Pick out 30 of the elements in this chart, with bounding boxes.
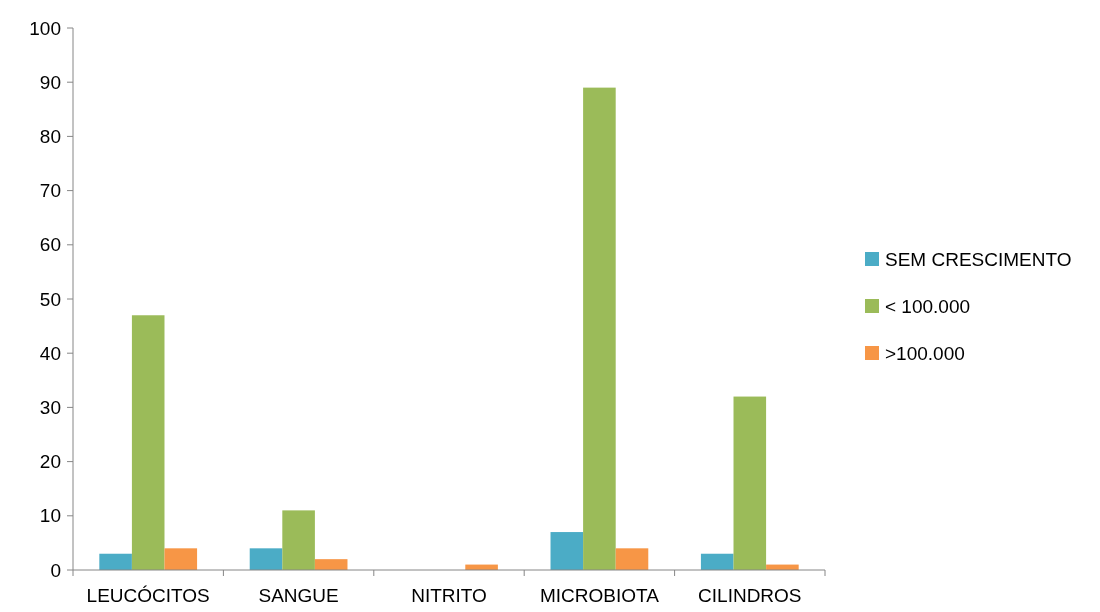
y-tick-label: 40 xyxy=(39,342,61,364)
y-tick-label: 30 xyxy=(39,397,61,419)
x-tick-label: SANGUE xyxy=(258,585,339,606)
bar xyxy=(615,548,649,570)
bar xyxy=(282,510,315,570)
bar xyxy=(99,553,132,570)
y-tick-label: 80 xyxy=(39,126,61,148)
legend-label: < 100.000 xyxy=(885,295,971,317)
y-tick-label: 50 xyxy=(39,288,61,310)
bar xyxy=(249,548,283,570)
y-tick-label: 70 xyxy=(39,180,61,202)
bar xyxy=(583,87,616,570)
x-tick-label: CILINDROS xyxy=(698,585,802,606)
y-tick-label: 100 xyxy=(29,17,61,39)
x-tick-label: MICROBIOTA xyxy=(539,585,660,606)
legend-label: >100.000 xyxy=(885,342,965,364)
bar xyxy=(314,559,348,570)
bar xyxy=(550,532,584,570)
x-tick-label: LEUCÓCITOS xyxy=(86,585,210,606)
y-tick-label: 10 xyxy=(39,505,61,527)
y-tick-label: 60 xyxy=(39,234,61,256)
y-tick-label: 90 xyxy=(39,71,61,93)
bar xyxy=(164,548,198,570)
bar xyxy=(131,315,165,570)
x-tick-label: NITRITO xyxy=(411,585,487,606)
legend-label: SEM CRESCIMENTO xyxy=(885,248,1072,270)
y-tick-label: 20 xyxy=(39,451,61,473)
bar xyxy=(700,553,734,570)
bar xyxy=(733,396,767,570)
y-tick-label: 0 xyxy=(50,559,61,581)
